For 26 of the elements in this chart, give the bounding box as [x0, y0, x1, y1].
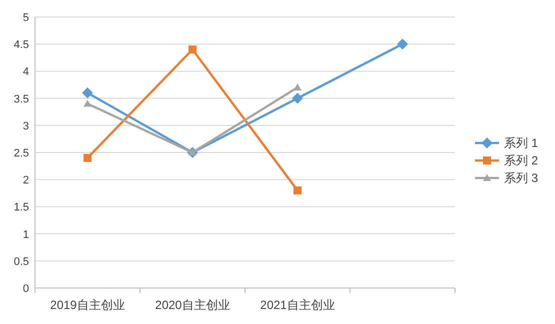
x-tick-label: 2019自主创业: [50, 298, 125, 312]
legend-label: 系列 1: [504, 136, 538, 150]
x-tick-label: 2021自主创业: [260, 298, 335, 312]
point: [84, 154, 92, 162]
y-tick-label: 1.5: [14, 202, 29, 214]
point: [292, 92, 303, 104]
point: [84, 100, 92, 107]
y-tick-label: 4.5: [14, 39, 29, 52]
y-tick-label: 4: [22, 66, 29, 78]
y-tick-label: 0.5: [14, 256, 29, 268]
y-tick-label: 2.5: [14, 148, 29, 160]
y-tick-label: 0: [22, 283, 29, 295]
point: [397, 38, 408, 50]
y-tick-label: 3: [22, 120, 29, 132]
y-tick-label: 5: [22, 12, 29, 24]
legend-label: 系列 3: [504, 171, 538, 185]
point: [188, 148, 196, 156]
x-tick-label: 2020自主创业: [155, 298, 230, 312]
y-tick-label: 1: [22, 228, 29, 241]
point: [294, 83, 302, 90]
legend-label: 系列 2: [504, 154, 538, 168]
point: [294, 186, 302, 194]
y-tick-label: 3.5: [14, 93, 29, 106]
point: [82, 87, 93, 98]
y-tick-label: 2: [22, 174, 29, 187]
point: [188, 46, 196, 54]
